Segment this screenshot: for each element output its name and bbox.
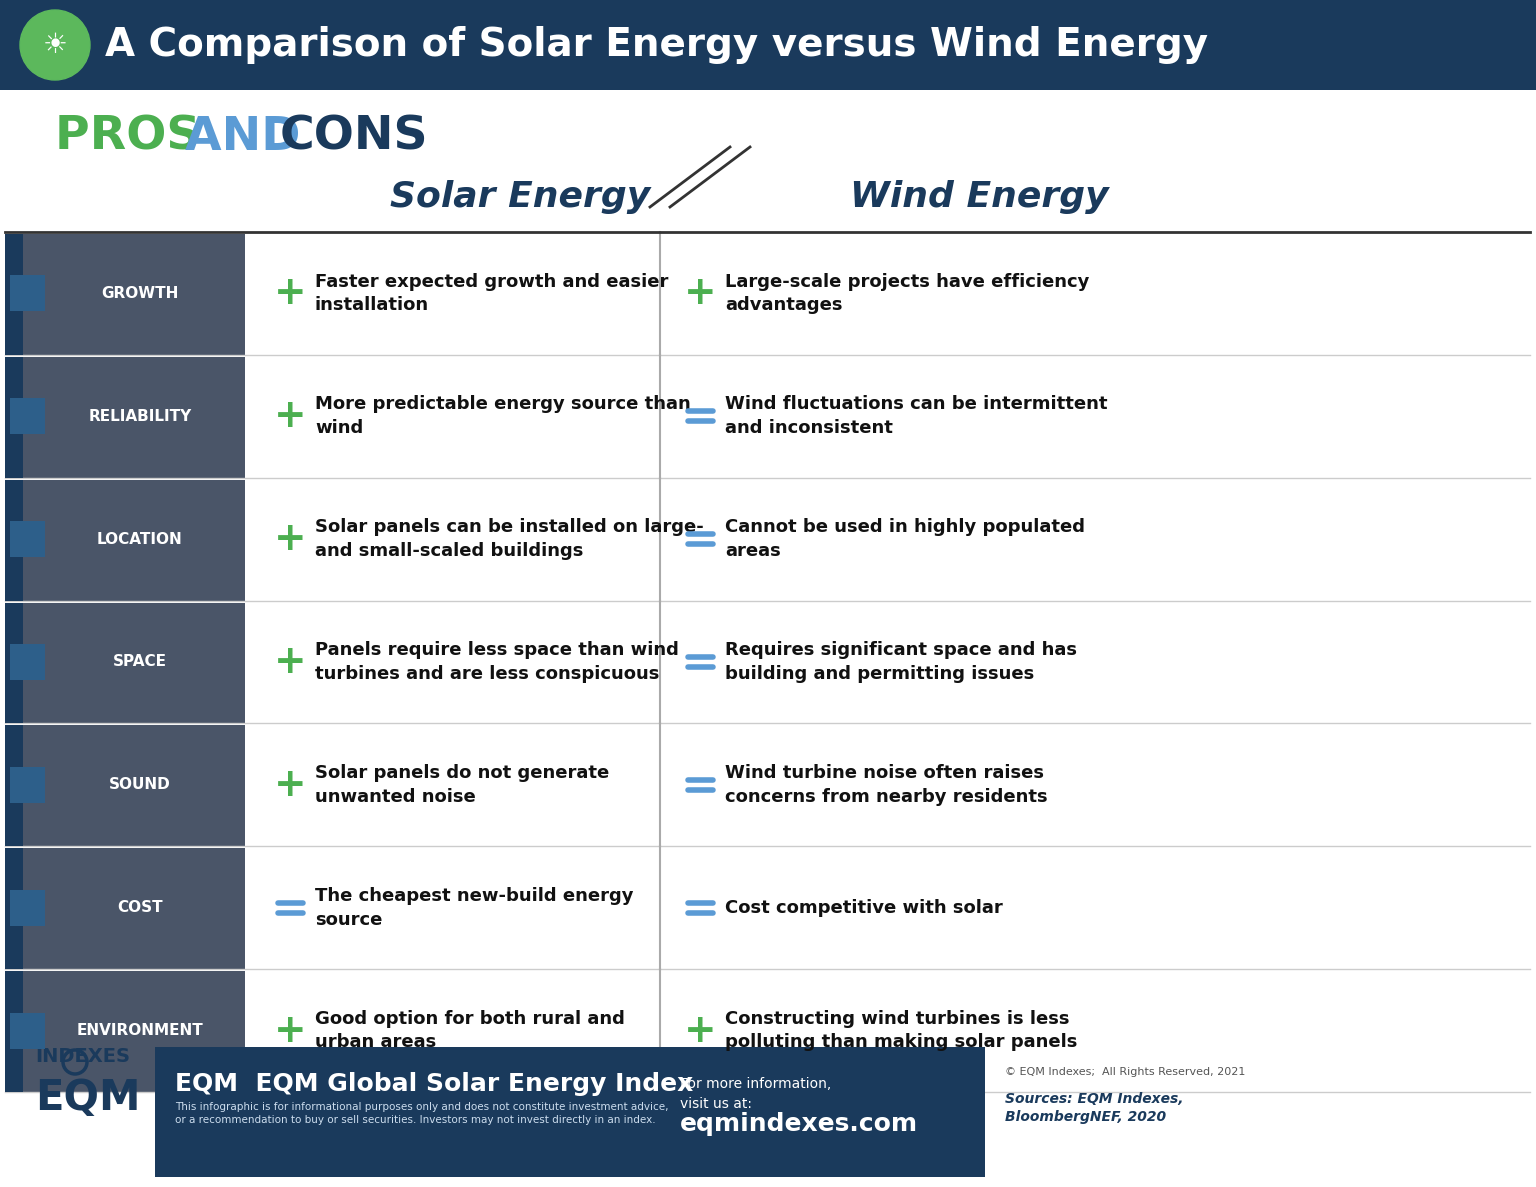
FancyBboxPatch shape: [5, 357, 246, 477]
Text: Cannot be used in highly populated
areas: Cannot be used in highly populated areas: [725, 519, 1084, 560]
Circle shape: [20, 9, 91, 80]
Text: INDEXES: INDEXES: [35, 1047, 131, 1066]
FancyBboxPatch shape: [5, 357, 23, 477]
Bar: [11, 1013, 45, 1048]
Text: Sources: EQM Indexes,
BloombergNEF, 2020: Sources: EQM Indexes, BloombergNEF, 2020: [1005, 1092, 1184, 1124]
Text: More predictable energy source than
wind: More predictable energy source than wind: [315, 395, 691, 437]
FancyBboxPatch shape: [155, 1047, 985, 1178]
Text: EQM  EQM Global Solar Energy Index: EQM EQM Global Solar Energy Index: [175, 1072, 693, 1096]
Text: ☀: ☀: [43, 31, 68, 59]
Text: RELIABILITY: RELIABILITY: [89, 408, 192, 424]
Text: © EQM Indexes;  All Rights Reserved, 2021: © EQM Indexes; All Rights Reserved, 2021: [1005, 1067, 1246, 1077]
Text: A Comparison of Solar Energy versus Wind Energy: A Comparison of Solar Energy versus Wind…: [104, 26, 1209, 64]
Text: Wind turbine noise often raises
concerns from nearby residents: Wind turbine noise often raises concerns…: [725, 764, 1048, 806]
Bar: [11, 275, 45, 311]
Text: Solar panels can be installed on large-
and small-scaled buildings: Solar panels can be installed on large- …: [315, 519, 703, 560]
Bar: [11, 767, 45, 802]
Text: Panels require less space than wind
turbines and are less conspicuous: Panels require less space than wind turb…: [315, 641, 679, 683]
FancyBboxPatch shape: [5, 603, 246, 723]
Text: ENVIRONMENT: ENVIRONMENT: [77, 1023, 203, 1039]
Bar: [11, 399, 45, 434]
Text: Constructing wind turbines is less
polluting than making solar panels: Constructing wind turbines is less pollu…: [725, 1010, 1077, 1052]
FancyBboxPatch shape: [5, 971, 246, 1092]
Text: LOCATION: LOCATION: [97, 532, 183, 547]
Text: +: +: [273, 520, 306, 558]
FancyBboxPatch shape: [5, 849, 246, 969]
Text: SPACE: SPACE: [114, 654, 167, 669]
Text: GROWTH: GROWTH: [101, 286, 178, 301]
FancyBboxPatch shape: [5, 234, 23, 355]
Text: +: +: [273, 274, 306, 312]
Text: Cost competitive with solar: Cost competitive with solar: [725, 899, 1003, 916]
FancyBboxPatch shape: [5, 480, 246, 601]
Bar: [11, 890, 45, 926]
Text: +: +: [273, 1011, 306, 1049]
FancyBboxPatch shape: [5, 725, 23, 846]
Text: eqmindexes.com: eqmindexes.com: [680, 1112, 919, 1136]
Text: This infographic is for informational purposes only and does not constitute inve: This infographic is for informational pu…: [175, 1102, 668, 1125]
Bar: [11, 645, 45, 680]
Text: CONS: CONS: [280, 114, 429, 159]
Text: The cheapest new-build energy
source: The cheapest new-build energy source: [315, 887, 633, 928]
Text: Wind Energy: Wind Energy: [849, 180, 1109, 214]
Text: SOUND: SOUND: [109, 777, 170, 793]
FancyBboxPatch shape: [5, 849, 23, 969]
FancyBboxPatch shape: [5, 725, 246, 846]
Text: +: +: [684, 274, 716, 312]
FancyBboxPatch shape: [0, 0, 1536, 90]
Bar: [11, 521, 45, 557]
Text: +: +: [273, 398, 306, 436]
Text: Wind fluctuations can be intermittent
and inconsistent: Wind fluctuations can be intermittent an…: [725, 395, 1107, 437]
Text: Large-scale projects have efficiency
advantages: Large-scale projects have efficiency adv…: [725, 273, 1089, 315]
Text: COST: COST: [117, 900, 163, 915]
Text: Requires significant space and has
building and permitting issues: Requires significant space and has build…: [725, 641, 1077, 683]
Text: PROS: PROS: [55, 114, 217, 159]
Text: Solar panels do not generate
unwanted noise: Solar panels do not generate unwanted no…: [315, 764, 610, 806]
FancyBboxPatch shape: [5, 603, 23, 723]
Text: EQM: EQM: [35, 1077, 140, 1119]
FancyBboxPatch shape: [5, 234, 246, 355]
Text: Good option for both rural and
urban areas: Good option for both rural and urban are…: [315, 1010, 625, 1052]
Text: +: +: [684, 1011, 716, 1049]
Text: For more information,
visit us at:: For more information, visit us at:: [680, 1077, 831, 1111]
Text: AND: AND: [184, 114, 316, 159]
FancyBboxPatch shape: [5, 971, 23, 1092]
Text: Solar Energy: Solar Energy: [390, 180, 650, 214]
Text: +: +: [273, 643, 306, 681]
Text: +: +: [273, 766, 306, 804]
Text: Faster expected growth and easier
installation: Faster expected growth and easier instal…: [315, 273, 668, 315]
FancyBboxPatch shape: [5, 480, 23, 601]
